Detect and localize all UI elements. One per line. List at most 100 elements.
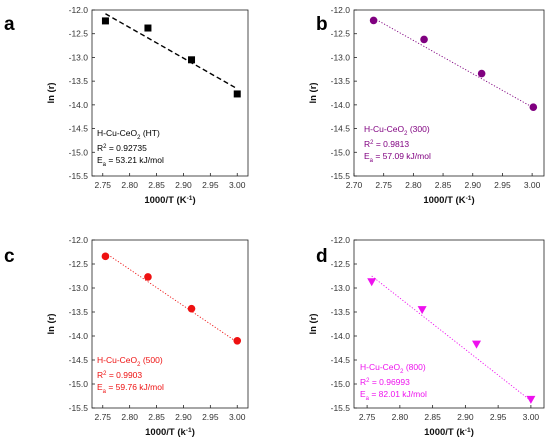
sample-name-label: H-Cu-CeO2 (300) <box>364 124 430 137</box>
y-tick-label: -13.0 <box>331 283 351 293</box>
sample-name-label: H-Cu-CeO2 (500) <box>97 355 163 368</box>
panel-letter: c <box>4 246 15 267</box>
x-axis-title: 1000/T (k-1) <box>424 427 474 439</box>
data-point <box>233 90 241 98</box>
y-tick-label: -13.5 <box>69 307 89 317</box>
y-tick-label: -12.0 <box>69 235 89 245</box>
y-tick-label: -12.5 <box>69 259 89 269</box>
y-tick-label: -14.5 <box>331 355 351 365</box>
r-squared-label: R2 = 0.92735 <box>97 143 147 153</box>
x-tick-label: 2.80 <box>392 412 409 422</box>
chart-panel-b: b 2.70 2.75 2.80 2.85 2.90 2.95 3.00 -12.0 -12.5 -… <box>308 5 545 207</box>
data-point <box>417 306 427 315</box>
data-point <box>529 103 538 112</box>
data-point <box>101 17 109 25</box>
y-tick-label: -13.5 <box>331 307 351 317</box>
x-tick-label: 2.90 <box>457 412 474 422</box>
y-axis-title: ln (r) <box>308 313 319 334</box>
y-tick-label: -15.0 <box>69 379 89 389</box>
chart-panel-a: a 2.75 2.80 2.85 2.90 2.95 3.00 -12.0 -12.5 -13.0… <box>4 5 249 207</box>
data-point <box>188 56 196 64</box>
y-tick-label: -15.5 <box>69 403 89 413</box>
data-point <box>472 340 482 349</box>
activation-energy-label: Ea = 57.09 kJ/mol <box>364 151 431 164</box>
x-tick-label: 2.85 <box>424 412 441 422</box>
y-tick-label: -15.0 <box>69 147 89 157</box>
fit-line <box>105 13 238 90</box>
y-tick-label: -12.0 <box>69 5 89 15</box>
x-tick-label: 3.00 <box>229 412 246 422</box>
x-tick-label: 2.95 <box>202 180 219 190</box>
r-squared-label: R2 = 0.9813 <box>364 139 409 149</box>
x-tick-label: 2.85 <box>435 180 452 190</box>
y-tick-label: -12.5 <box>69 29 89 39</box>
sample-name-label: H-Cu-CeO2 (800) <box>360 362 426 375</box>
data-point <box>369 16 378 25</box>
plot-frame <box>353 239 545 409</box>
data-point <box>144 24 152 32</box>
x-tick-label: 2.95 <box>490 412 507 422</box>
y-tick-label: -13.5 <box>69 76 89 86</box>
x-tick-label: 2.80 <box>405 180 422 190</box>
x-tick-label: 3.00 <box>523 412 540 422</box>
y-tick-label: -15.5 <box>331 403 351 413</box>
panel-letter: d <box>316 246 328 267</box>
activation-energy-label: Ea = 82.01 kJ/mol <box>360 389 427 402</box>
r-squared-label: R2 = 0.96993 <box>360 377 410 387</box>
y-tick-label: -15.0 <box>331 147 351 157</box>
x-tick-label: 2.75 <box>359 412 376 422</box>
x-tick-label: 3.00 <box>229 180 246 190</box>
y-tick-label: -14.0 <box>331 100 351 110</box>
y-tick-label: -12.0 <box>331 235 351 245</box>
fit-line <box>105 252 238 343</box>
data-point <box>101 252 110 261</box>
x-axis-title: 1000/T (K-1) <box>144 195 195 207</box>
plot-frame <box>91 239 249 409</box>
x-tick-label: 2.90 <box>464 180 481 190</box>
fit-line <box>373 17 534 109</box>
y-axis-title: ln (r) <box>308 82 319 103</box>
y-tick-label: -14.5 <box>331 124 351 134</box>
x-tick-label: 2.95 <box>202 412 219 422</box>
panel-letter: a <box>4 14 15 35</box>
y-tick-label: -14.0 <box>69 331 89 341</box>
x-tick-label: 2.90 <box>175 412 192 422</box>
plot-frame <box>353 9 545 177</box>
data-point <box>367 278 377 287</box>
x-tick-label: 2.85 <box>148 412 165 422</box>
chart-panel-d: d 2.75 2.80 2.85 2.90 2.95 3.00 -12.0 -12.5 -13.0… <box>308 235 545 439</box>
y-tick-label: -14.5 <box>69 355 89 365</box>
activation-energy-label: Ea = 59.76 kJ/mol <box>97 382 164 395</box>
x-axis-title: 1000/T (K-1) <box>423 195 474 207</box>
y-tick-label: -14.0 <box>69 100 89 110</box>
data-point <box>233 337 242 345</box>
chart-panel-c: c 2.75 2.80 2.85 2.90 2.95 3.00 -12.0 -12.5 -13.0… <box>4 235 249 438</box>
y-tick-label: -13.0 <box>69 283 89 293</box>
y-tick-label: -12.5 <box>331 259 351 269</box>
x-tick-label: 2.80 <box>121 180 138 190</box>
plot-frame <box>91 9 249 177</box>
y-tick-label: -14.0 <box>331 331 351 341</box>
data-point <box>526 395 536 404</box>
y-tick-label: -13.0 <box>69 52 89 62</box>
x-tick-label: 3.00 <box>524 180 541 190</box>
y-tick-label: -13.0 <box>331 52 351 62</box>
x-tick-label: 2.75 <box>375 180 392 190</box>
fit-line <box>371 275 532 402</box>
x-tick-label: 2.70 <box>346 180 363 190</box>
data-point <box>477 69 486 78</box>
y-tick-label: -15.5 <box>331 171 351 181</box>
x-tick-label: 2.95 <box>494 180 511 190</box>
panel-letter: b <box>316 14 328 35</box>
y-tick-label: -15.5 <box>69 171 89 181</box>
data-point <box>420 35 428 44</box>
data-point <box>187 304 196 313</box>
y-tick-label: -15.0 <box>331 379 351 389</box>
x-tick-label: 2.75 <box>94 180 111 190</box>
y-tick-label: -13.5 <box>331 76 351 86</box>
y-tick-label: -14.5 <box>69 124 89 134</box>
activation-energy-label: Ea = 53.21 kJ/mol <box>97 155 164 168</box>
y-tick-label: -12.0 <box>331 5 351 15</box>
y-axis-title: ln (r) <box>46 313 57 334</box>
